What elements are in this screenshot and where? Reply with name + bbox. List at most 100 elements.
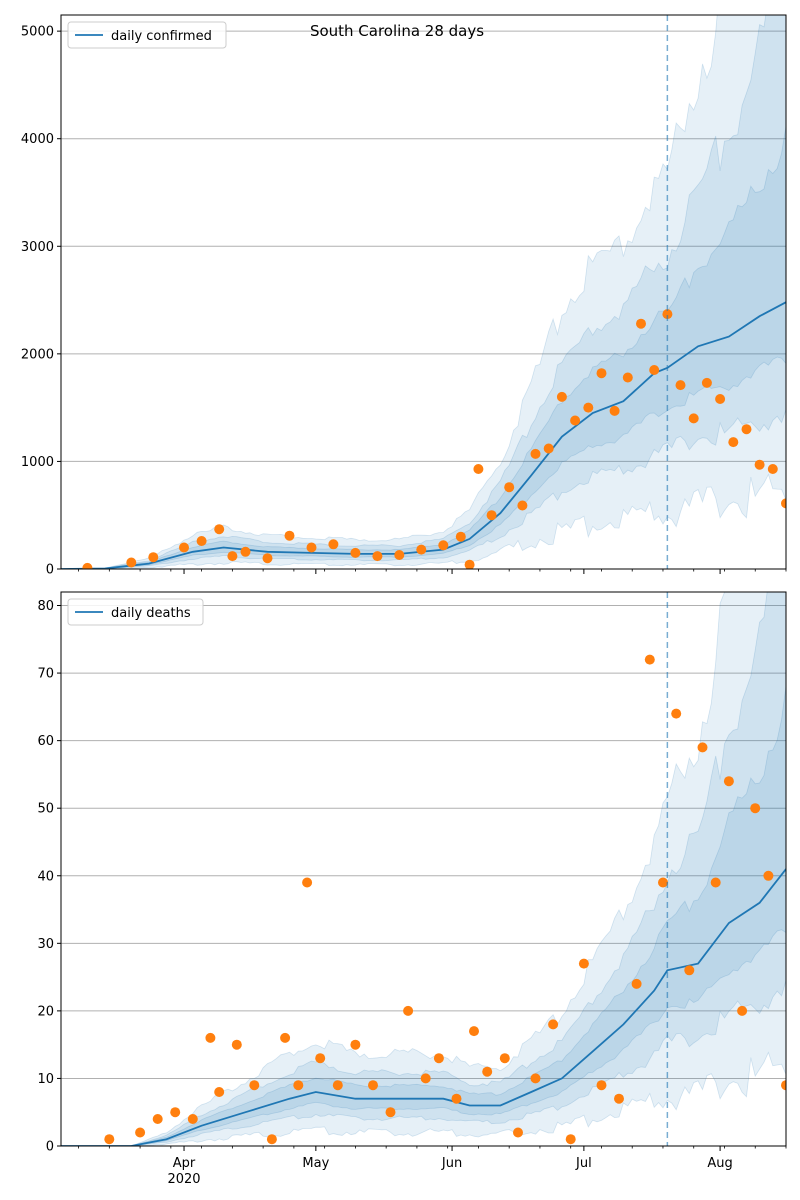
observed-point: [214, 1087, 225, 1097]
observed-point: [464, 559, 475, 569]
observed-point: [649, 365, 660, 375]
observed-point: [306, 542, 317, 553]
observed-point: [451, 1093, 462, 1104]
x-tick-label: Apr: [173, 1156, 196, 1171]
observed-point: [781, 498, 786, 509]
observed-point: [385, 1107, 396, 1118]
observed-point: [433, 1053, 444, 1064]
observed-point: [609, 405, 620, 416]
observed-point: [636, 318, 646, 329]
uncertainty-band: [61, 686, 786, 1146]
observed-point: [416, 544, 427, 555]
observed-point: [767, 464, 778, 474]
uncertainty-band: [61, 126, 786, 569]
observed-point: [596, 1080, 607, 1091]
observed-point: [688, 413, 699, 424]
observed-point: [737, 1005, 748, 1016]
observed-point: [368, 1080, 378, 1091]
observed-point: [280, 1032, 291, 1043]
x-tick-label: Jul: [575, 1156, 592, 1171]
observed-point: [723, 776, 734, 787]
observed-point: [622, 372, 633, 383]
observed-point: [754, 459, 765, 470]
observed-point: [152, 1114, 163, 1124]
y-tick-label: 5000: [21, 25, 54, 40]
uncertainty-band: [61, 592, 786, 1146]
y-tick-label: 0: [46, 563, 54, 578]
observed-point: [504, 482, 515, 493]
observed-point: [631, 978, 642, 989]
observed-point: [710, 877, 721, 888]
observed-point: [482, 1066, 493, 1077]
observed-point: [697, 742, 708, 753]
observed-point: [473, 464, 484, 474]
y-tick-label: 70: [37, 667, 54, 682]
observed-point: [196, 536, 207, 546]
observed-point: [658, 877, 668, 888]
plot-area: [61, 592, 786, 1146]
legend-label: daily deaths: [111, 606, 191, 621]
model-line: [61, 868, 786, 1146]
legend-box: [67, 598, 204, 626]
observed-point: [214, 524, 225, 535]
y-tick-label: 3000: [21, 240, 54, 255]
observed-point: [556, 391, 567, 402]
observed-point: [530, 448, 541, 459]
y-tick-label: 20: [37, 1004, 54, 1019]
observed-point: [469, 1026, 479, 1037]
confirmed-panel: 0 1000 2000 3000 4000 5000 daily confirmed: [21, 14, 787, 578]
observed-point: [662, 309, 673, 320]
observed-point: [240, 546, 251, 557]
observed-point: [543, 443, 554, 454]
observed-point: [148, 552, 159, 563]
observed-point: [315, 1053, 326, 1064]
observed-point: [499, 1053, 510, 1064]
observed-point: [596, 368, 607, 379]
observed-point: [332, 1080, 343, 1091]
model-line: [61, 301, 786, 569]
observed-point: [684, 965, 695, 976]
observed-point: [227, 551, 238, 562]
y-tick-label: 0: [46, 1140, 54, 1155]
uncertainty-band: [61, 592, 786, 1146]
observed-point: [205, 1032, 216, 1043]
observed-point: [715, 394, 726, 404]
y-tick-label: 2000: [21, 347, 54, 362]
observed-point: [517, 500, 528, 511]
y-tick-label: 4000: [21, 132, 54, 147]
observed-point: [249, 1080, 260, 1091]
observed-point: [578, 958, 589, 969]
legend-label: daily confirmed: [111, 29, 212, 44]
observed-point: [284, 530, 295, 541]
observed-point: [262, 553, 273, 564]
legend: daily confirmed: [67, 21, 227, 49]
observed-point: [763, 870, 774, 881]
observed-point: [82, 562, 93, 569]
observed-point: [293, 1080, 304, 1091]
y-tick-label: 50: [37, 802, 54, 817]
y-tick-label: 60: [37, 734, 54, 749]
observed-point: [644, 654, 655, 665]
observed-point: [372, 551, 383, 562]
x-tick-label: Jun: [441, 1156, 462, 1171]
x-tick-label: Aug: [707, 1156, 732, 1171]
y-tick-label: 80: [37, 599, 54, 614]
plot-area: [61, 15, 786, 569]
observed-point: [328, 539, 339, 550]
observed-point: [350, 1039, 361, 1050]
observed-point: [671, 708, 682, 719]
observed-point: [750, 803, 761, 814]
observed-point: [701, 377, 712, 388]
y-tick-label: 1000: [21, 455, 54, 470]
observed-point: [266, 1134, 277, 1145]
observed-point: [187, 1114, 198, 1124]
observed-point: [104, 1134, 115, 1145]
observed-point: [583, 402, 594, 413]
y-tick-label: 40: [37, 869, 54, 884]
observed-point: [675, 380, 686, 391]
observed-point: [530, 1073, 541, 1084]
plot-frame: [60, 591, 787, 1147]
x-tick-label: 2020: [167, 1172, 200, 1187]
